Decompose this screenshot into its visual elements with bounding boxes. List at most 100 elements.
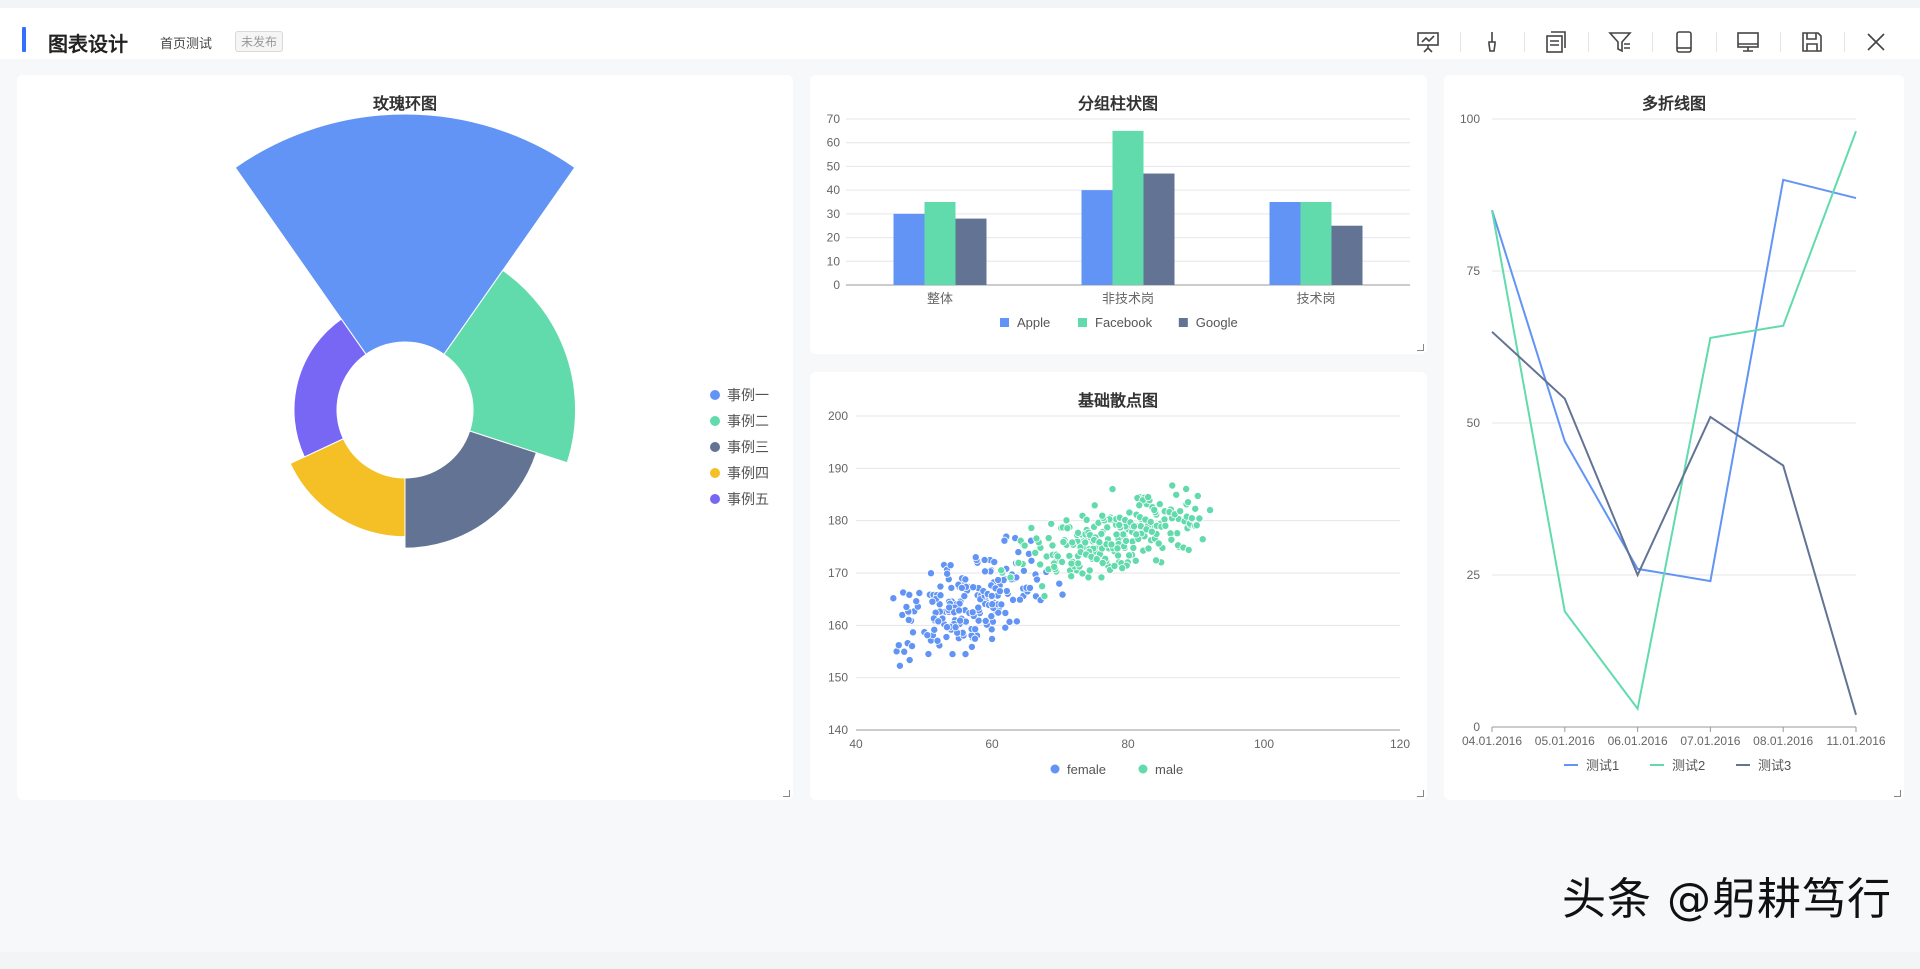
scatter-point <box>1198 535 1207 544</box>
chart-title: 分组柱状图 <box>1078 94 1158 113</box>
scatter-point <box>1144 544 1153 553</box>
presentation-button[interactable] <box>1396 22 1460 62</box>
scatter-point <box>900 647 909 656</box>
scatter-point <box>1122 536 1131 545</box>
scatter-point <box>987 591 996 600</box>
series-line <box>1491 178 1857 583</box>
legend-marker <box>1078 318 1087 327</box>
scatter-point <box>930 625 939 634</box>
scatter-point <box>970 634 979 643</box>
scatter-point <box>1115 521 1124 530</box>
resize-handle[interactable] <box>1417 790 1424 797</box>
scatter-point <box>936 582 945 591</box>
chart-title: 多折线图 <box>1642 94 1706 113</box>
scatter-chart-panel[interactable]: 基础散点图 140 150 160 170 180 190 200 40 60 80 100 120 fe… <box>810 372 1427 800</box>
scatter-point <box>942 623 951 632</box>
filter-button[interactable] <box>1588 22 1652 62</box>
scatter-point <box>1038 582 1047 591</box>
brush-button[interactable] <box>1460 22 1524 62</box>
scatter-point <box>1006 573 1015 582</box>
scatter-point <box>1152 556 1161 565</box>
scatter-point <box>1027 556 1036 565</box>
scatter-point <box>1184 545 1193 554</box>
scatter-point <box>980 567 989 576</box>
y-tick-label: 200 <box>828 409 848 423</box>
x-tick-label: 06.01.2016 <box>1608 734 1668 748</box>
legend-marker <box>1000 318 1009 327</box>
scatter-point <box>1081 538 1090 547</box>
scatter-point <box>1002 587 1011 596</box>
scatter-point <box>905 590 914 599</box>
scatter-point <box>1110 561 1119 570</box>
scatter-point <box>1118 564 1127 573</box>
resize-handle[interactable] <box>1417 344 1424 351</box>
save-icon <box>1802 32 1822 52</box>
bar <box>1300 202 1332 285</box>
scatter-point <box>943 569 952 578</box>
scatter-point <box>971 553 980 562</box>
scatter-point <box>1130 522 1139 531</box>
bar-chart-panel[interactable]: 分组柱状图 0 10 20 30 40 50 60 70 整体 非技术岗 技术岗 Apple Facebo… <box>810 75 1427 354</box>
y-tick-label: 170 <box>828 566 848 580</box>
scatter-point <box>1062 516 1071 525</box>
bar <box>893 213 925 285</box>
bar <box>1112 130 1144 285</box>
legend-marker <box>710 416 720 426</box>
legend-marker <box>710 442 720 452</box>
tablet-view-button[interactable] <box>1652 22 1716 62</box>
scatter-point <box>1050 562 1059 571</box>
scatter-point <box>968 608 977 617</box>
close-icon <box>1867 33 1885 51</box>
close-button[interactable] <box>1844 22 1908 62</box>
resize-handle[interactable] <box>1894 790 1901 797</box>
y-tick-label: 0 <box>833 278 840 292</box>
x-tick-label: 120 <box>1390 737 1410 751</box>
line-chart-panel[interactable]: 多折线图 0 25 50 75 100 04.01.2016 05.01.2016 06.01.… <box>1444 75 1904 800</box>
scatter-point <box>1195 514 1204 523</box>
bar <box>1331 225 1363 285</box>
save-button[interactable] <box>1780 22 1844 62</box>
scatter-point <box>1040 592 1049 601</box>
scatter-point <box>988 634 997 643</box>
scatter-point <box>981 616 990 625</box>
scatter-point <box>1008 595 1017 604</box>
scatter-point <box>889 594 898 603</box>
scatter-point <box>1108 485 1117 494</box>
rose-slice <box>234 113 576 355</box>
legend-marker <box>710 390 720 400</box>
y-tick-label: 100 <box>1460 112 1480 126</box>
scatter-point <box>1098 559 1107 568</box>
x-tick-label: 05.01.2016 <box>1535 734 1595 748</box>
scatter-chart: 基础散点图 140 150 160 170 180 190 200 40 60 80 100 120 fe… <box>828 391 1410 777</box>
y-tick-label: 50 <box>1467 416 1481 430</box>
tablet-icon <box>1676 31 1692 53</box>
scatter-point <box>956 616 965 625</box>
y-tick-label: 30 <box>827 207 841 221</box>
scatter-point <box>1150 505 1159 514</box>
scatter-point <box>1187 514 1196 523</box>
page-name[interactable]: 首页测试 <box>160 37 213 52</box>
copy-button[interactable] <box>1524 22 1588 62</box>
bar <box>955 218 987 285</box>
chart-title: 玫瑰环图 <box>373 94 437 113</box>
scatter-point <box>945 603 954 612</box>
scatter-point <box>908 628 917 637</box>
y-tick-label: 40 <box>827 183 841 197</box>
scatter-point <box>1053 552 1062 561</box>
scatter-point <box>1172 490 1181 499</box>
x-tick-label: 80 <box>1121 737 1135 751</box>
scatter-point <box>1168 481 1177 490</box>
desktop-view-button[interactable] <box>1716 22 1780 62</box>
legend-label: 事例一 <box>727 387 769 403</box>
scatter-point <box>1031 548 1040 557</box>
x-tick-label: 04.01.2016 <box>1462 734 1522 748</box>
scatter-point <box>1097 573 1106 582</box>
scatter-point <box>915 589 924 598</box>
scatter-point <box>1206 506 1215 515</box>
scatter-point <box>1025 583 1034 592</box>
scatter-point <box>997 600 1006 609</box>
rose-chart-panel[interactable]: 玫瑰环图 事例一 事例二 事例三 事例四 事例五 <box>17 75 793 800</box>
scatter-point <box>994 576 1003 585</box>
resize-handle[interactable] <box>783 790 790 797</box>
legend-label: 事例二 <box>727 413 769 429</box>
